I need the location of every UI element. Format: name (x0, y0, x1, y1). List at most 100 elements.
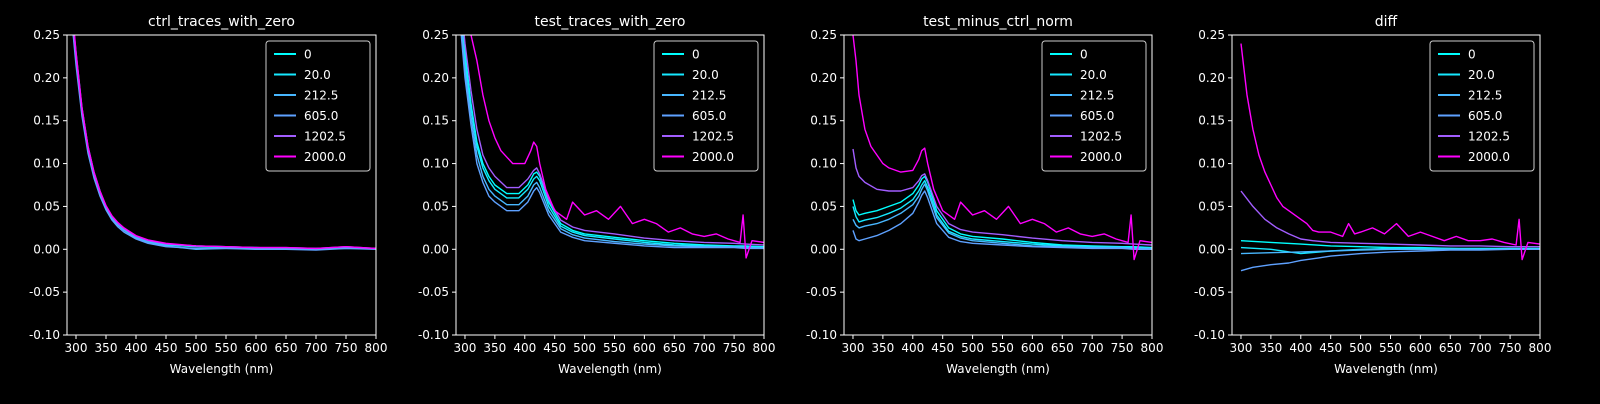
legend-label: 605.0 (692, 109, 726, 123)
plot-frame (843, 34, 1153, 336)
chart-panel-4: 300 350 400 450 500 550 600 650 700 750 800 -0.10 -0… (1194, 14, 1552, 376)
legend-label: 0 (1468, 48, 1476, 62)
y-tick-label: -0.10 (806, 328, 837, 342)
y-tick-label: 0.00 (422, 242, 449, 256)
series-group (460, 35, 764, 259)
legend-label: 20.0 (304, 68, 331, 82)
legend: 0 20.0 212.5 605.0 1202.5 2000.0 (653, 40, 759, 172)
x-tick-label: 450 (1319, 341, 1342, 355)
chart-title: diff (1375, 14, 1398, 30)
legend-label: 212.5 (1468, 89, 1502, 103)
x-axis-label: Wavelength (nm) (1334, 362, 1438, 376)
x-tick-label: 500 (961, 341, 984, 355)
y-tick-label: 0.05 (1198, 199, 1225, 213)
x-tick-label: 450 (155, 341, 178, 355)
x-tick-label: 400 (513, 341, 536, 355)
x-tick-label: 300 (454, 341, 477, 355)
series-line-0 (1240, 240, 1540, 250)
x-tick-label: 300 (842, 341, 865, 355)
x-tick-label: 750 (1111, 341, 1134, 355)
legend-label: 0 (304, 48, 312, 62)
series-group (1240, 43, 1540, 272)
y-tick-label: 0.05 (810, 199, 837, 213)
x-tick-label: 400 (125, 341, 148, 355)
legend-label: 212.5 (692, 89, 726, 103)
y-tick-label: 0.10 (33, 157, 60, 171)
y-tick-label: 0.25 (810, 28, 837, 42)
x-tick-label: 800 (1141, 341, 1164, 355)
series-line-1202.5 (852, 148, 1152, 246)
x-axis-label: Wavelength (nm) (170, 362, 274, 376)
x-tick-label: 800 (1529, 341, 1552, 355)
y-tick-label: 0.05 (422, 199, 449, 213)
y-tick-label: -0.10 (418, 328, 449, 342)
y-tick-label: 0.15 (422, 114, 449, 128)
legend-label: 2000.0 (1080, 150, 1122, 164)
y-tick-label: -0.05 (806, 285, 837, 299)
chart-title: test_traces_with_zero (535, 14, 686, 30)
x-tick-label: 550 (1379, 341, 1402, 355)
plot-frame (1231, 34, 1541, 336)
series-line-605.0 (1240, 248, 1540, 272)
x-tick-label: 350 (95, 341, 118, 355)
y-tick-label: 0.20 (33, 71, 60, 85)
y-tick-label: 0.00 (33, 242, 60, 256)
legend-label: 0 (1080, 48, 1088, 62)
series-group (852, 35, 1152, 261)
series-line-1202.5 (1240, 190, 1540, 248)
x-tick-label: 650 (1439, 341, 1462, 355)
x-tick-label: 500 (1349, 341, 1372, 355)
x-tick-label: 500 (573, 341, 596, 355)
x-tick-label: 450 (931, 341, 954, 355)
x-axis-label: Wavelength (nm) (558, 362, 662, 376)
legend-label: 2000.0 (1468, 150, 1510, 164)
x-tick-label: 350 (871, 341, 894, 355)
y-tick-label: 0.15 (810, 114, 837, 128)
y-tick-label: 0.10 (1198, 157, 1225, 171)
legend-label: 2000.0 (692, 150, 734, 164)
x-axis-label: Wavelength (nm) (946, 362, 1050, 376)
series-line-1202.5 (463, 35, 764, 246)
x-tick-label: 750 (335, 341, 358, 355)
y-tick-label: 0.25 (1198, 28, 1225, 42)
legend: 0 20.0 212.5 605.0 1202.5 2000.0 (265, 40, 371, 172)
series-line-2000.0 (73, 35, 376, 250)
series-line-2000.0 (1240, 43, 1540, 261)
legend-label: 20.0 (1468, 68, 1495, 82)
legend-label: 0 (692, 48, 700, 62)
legend-label: 212.5 (304, 89, 338, 103)
y-tick-label: 0.20 (422, 71, 449, 85)
legend-label: 1202.5 (692, 130, 734, 144)
y-tick-label: -0.05 (418, 285, 449, 299)
x-tick-label: 600 (1409, 341, 1432, 355)
series-line-2000.0 (470, 35, 764, 259)
x-tick-label: 600 (1021, 341, 1044, 355)
legend-label: 1202.5 (1468, 130, 1510, 144)
x-tick-label: 750 (1499, 341, 1522, 355)
series-line-20.0 (462, 35, 764, 249)
series-group (72, 35, 376, 251)
legend: 0 20.0 212.5 605.0 1202.5 2000.0 (1041, 40, 1147, 172)
x-tick-label: 500 (185, 341, 208, 355)
chart-panel-1: 300 350 400 450 500 550 600 650 700 750 800 -0.10 -0… (29, 14, 388, 376)
y-tick-label: -0.05 (29, 285, 60, 299)
legend-label: 1202.5 (1080, 130, 1122, 144)
x-tick-label: 800 (365, 341, 388, 355)
series-line-212.5 (461, 35, 764, 249)
y-tick-label: 0.15 (1198, 114, 1225, 128)
series-line-20.0 (852, 179, 1152, 250)
legend-label: 20.0 (1080, 68, 1107, 82)
x-tick-label: 700 (1469, 341, 1492, 355)
x-tick-label: 600 (245, 341, 268, 355)
plot-frame (66, 34, 377, 336)
series-line-605.0 (72, 35, 376, 251)
x-tick-label: 450 (543, 341, 566, 355)
x-tick-label: 300 (1230, 341, 1253, 355)
y-tick-label: -0.05 (1194, 285, 1225, 299)
y-tick-label: 0.05 (33, 199, 60, 213)
legend: 0 20.0 212.5 605.0 1202.5 2000.0 (1429, 40, 1535, 172)
y-tick-label: 0.10 (422, 157, 449, 171)
x-tick-label: 350 (1259, 341, 1282, 355)
